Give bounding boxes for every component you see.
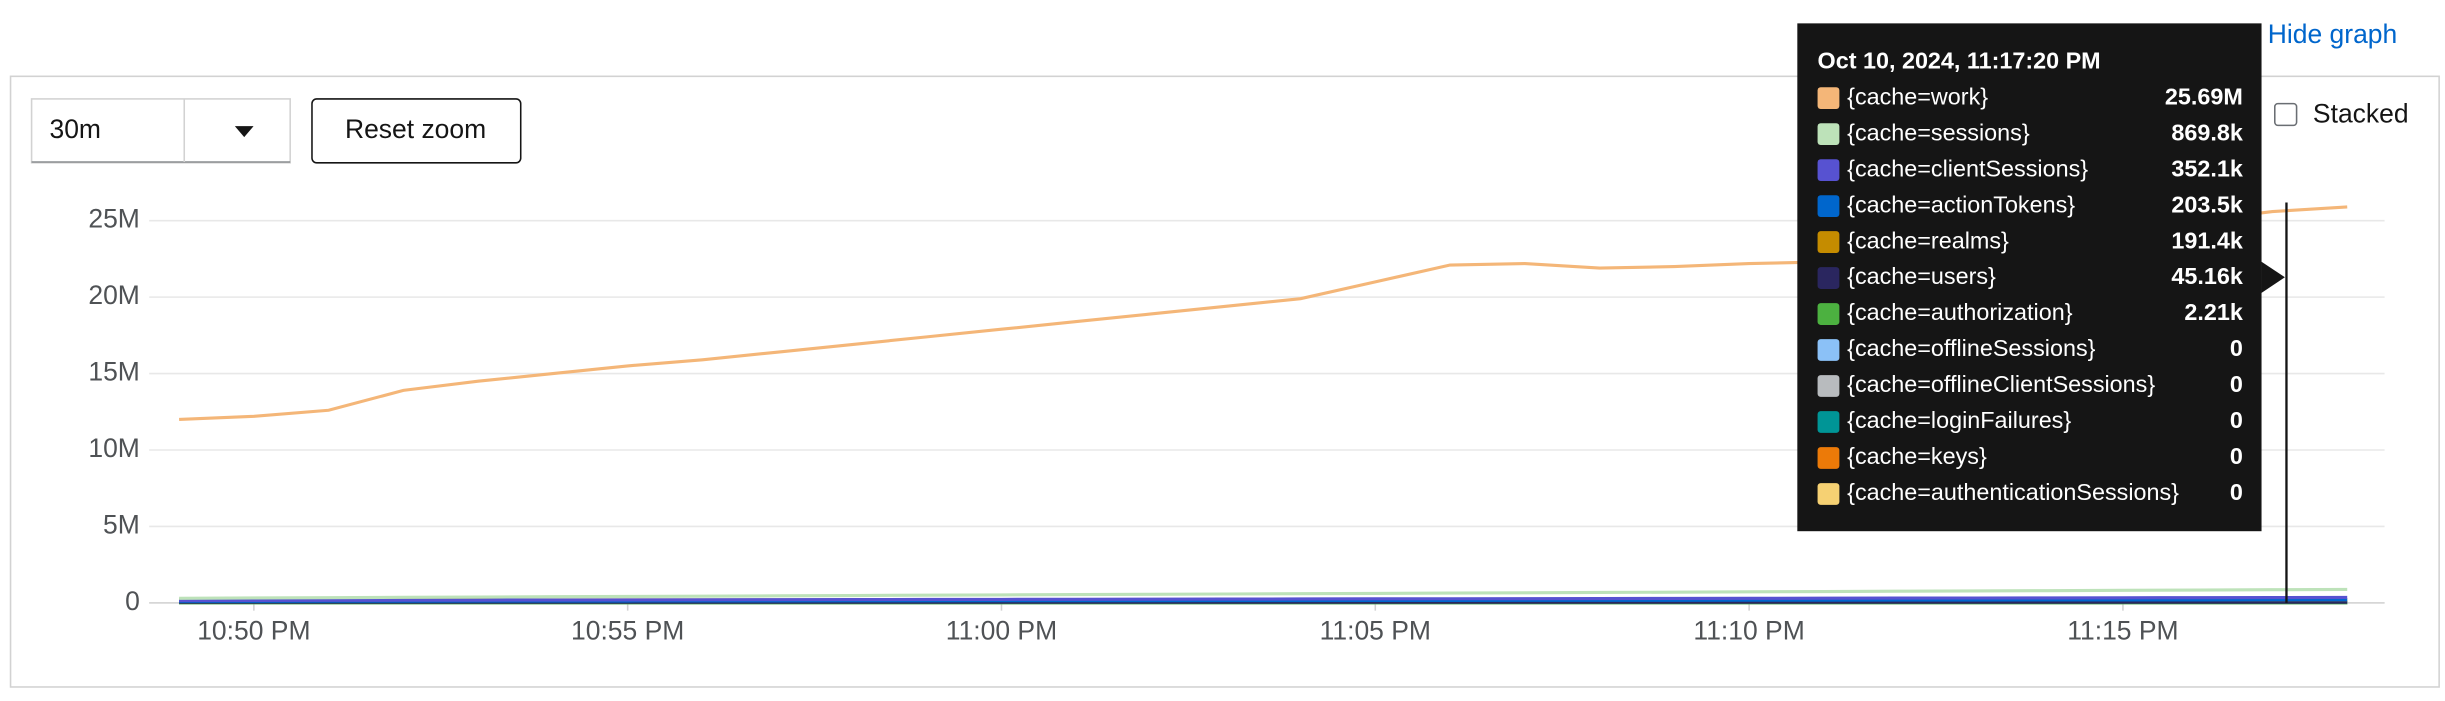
- tooltip-value: 45.16k: [2171, 263, 2243, 289]
- tooltip-value: 191.4k: [2171, 227, 2243, 253]
- checkbox: [2274, 102, 2298, 127]
- y-tick-label: 5M: [103, 509, 140, 539]
- legend-swatch: [1817, 483, 1840, 505]
- legend-name: {cache=authorization}: [1847, 299, 2073, 325]
- legend-name: {cache=work}: [1847, 83, 1988, 109]
- panel: [9, 75, 2440, 688]
- plot: 0 5M 10M 15M 20M 25M 10:50 PM 10:55 PM 11:00 PM 1…: [88, 202, 2385, 645]
- legend-name: {cache=sessions}: [1847, 119, 2030, 145]
- legend-swatch: [1817, 447, 1840, 469]
- legend-swatch: [1817, 411, 1840, 433]
- legend-name: {cache=realms}: [1847, 227, 2009, 253]
- select-value: 30m: [49, 114, 100, 144]
- y-tick-label: 25M: [88, 204, 140, 234]
- legend-name: {cache=offlineClientSessions}: [1847, 371, 2155, 397]
- hide-graph-text: Hide graph: [2268, 19, 2398, 49]
- legend-swatch: [1817, 231, 1840, 253]
- x-tick-label: 10:55 PM: [571, 615, 684, 645]
- caret: [234, 126, 254, 138]
- legend-name: {cache=clientSessions}: [1847, 155, 2088, 181]
- tooltip-box: [1797, 23, 2262, 532]
- tooltip-value: 352.1k: [2171, 155, 2243, 181]
- tooltip-arrow: [2261, 261, 2285, 293]
- y-tick-label: 0: [125, 586, 140, 616]
- hide-graph-link[interactable]: Hide graph: [2238, 19, 2398, 49]
- stacked-checkbox[interactable]: Stacked: [2274, 98, 2409, 128]
- tooltip-value: 0: [2230, 479, 2243, 505]
- x-tick-label: 11:15 PM: [2067, 615, 2178, 645]
- legend-name: {cache=loginFailures}: [1847, 407, 2071, 433]
- legend-swatch: [1817, 87, 1840, 110]
- legend-swatch: [1817, 303, 1840, 325]
- checkbox-label: Stacked: [2313, 98, 2409, 128]
- tooltip-value: 0: [2230, 335, 2243, 361]
- button-box: [311, 98, 522, 164]
- tooltip-value: 2.21k: [2184, 299, 2243, 325]
- x-tick-label: 11:05 PM: [1320, 615, 1431, 645]
- legend-swatch: [1817, 123, 1840, 146]
- legend-swatch: [1817, 375, 1840, 397]
- legend-name: {cache=keys}: [1847, 443, 1987, 469]
- legend-name: {cache=users}: [1847, 263, 1996, 289]
- tooltip-value: 25.69M: [2165, 83, 2243, 109]
- legend-name: {cache=actionTokens}: [1847, 191, 2075, 217]
- legend-swatch: [1817, 267, 1840, 289]
- series-line: [179, 587, 2348, 600]
- reset-zoom-button[interactable]: Reset zoom: [311, 98, 522, 164]
- tooltip-value: 0: [2230, 371, 2243, 397]
- legend-swatch: [1817, 159, 1840, 182]
- series-line: [179, 595, 2348, 603]
- tooltip-title: Oct 10, 2024, 11:17:20 PM: [1818, 47, 2101, 73]
- y-tick-label: 20M: [88, 280, 140, 310]
- tooltip-value: 0: [2230, 407, 2243, 433]
- tooltip-value: 203.5k: [2171, 191, 2243, 217]
- legend-name: {cache=authenticationSessions}: [1847, 479, 2179, 505]
- legend-name: {cache=offlineSessions}: [1847, 335, 2095, 361]
- tooltip-value: 0: [2230, 443, 2243, 469]
- x-tick-label: 11:10 PM: [1693, 615, 1804, 645]
- y-tick-label: 15M: [88, 357, 140, 387]
- x-tick-label: 11:00 PM: [946, 615, 1057, 645]
- tooltip-value: 869.8k: [2171, 119, 2243, 145]
- x-tick-label: 10:50 PM: [197, 615, 310, 645]
- y-tick-label: 10M: [88, 433, 140, 463]
- tooltip: Oct 10, 2024, 11:17:20 PM {cache=work} 25…: [1797, 23, 2285, 532]
- legend-swatch: [1817, 339, 1840, 361]
- range-select[interactable]: 30m: [30, 98, 291, 164]
- button-text: Reset zoom: [345, 114, 486, 144]
- legend-swatch: [1817, 195, 1840, 217]
